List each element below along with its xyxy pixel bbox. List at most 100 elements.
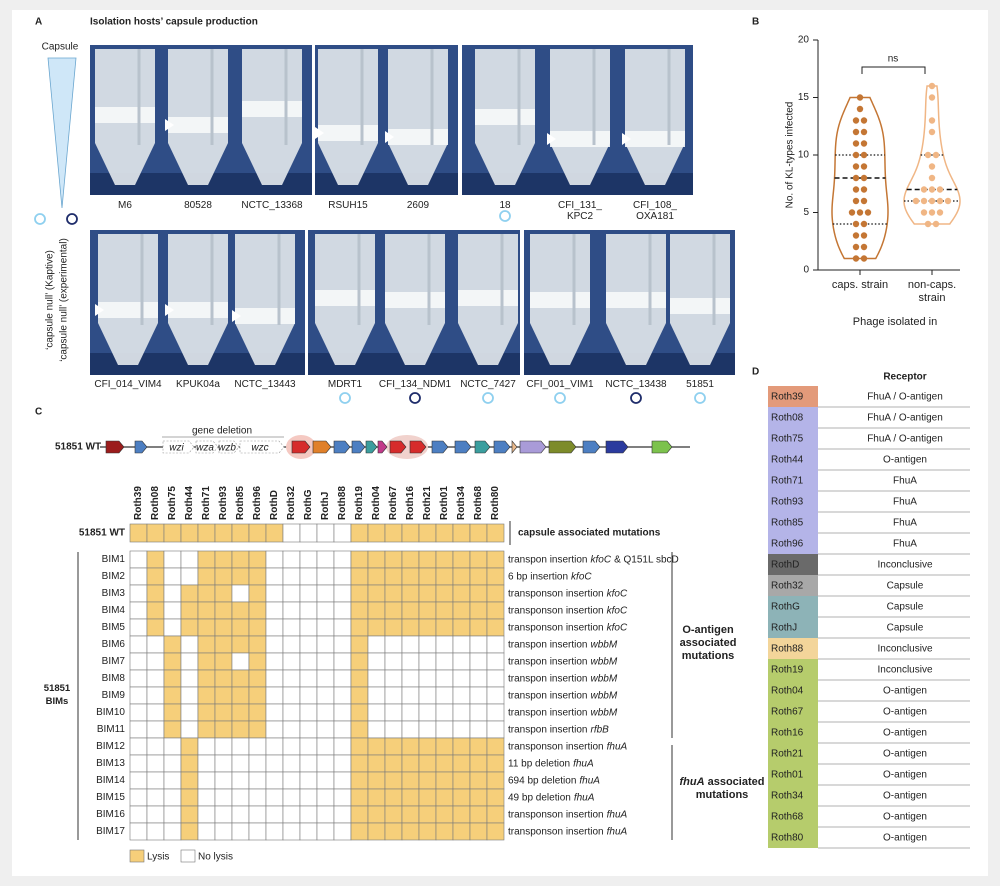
tube-cap-band <box>168 117 228 133</box>
lysis-cell <box>469 771 488 790</box>
lysis-cell <box>452 703 471 722</box>
receptor: Inconclusive <box>877 560 932 571</box>
row-label: 51851 WT <box>79 528 125 539</box>
lysis-cell <box>197 788 216 807</box>
y-tick-label: 20 <box>798 35 810 46</box>
lysis-cell <box>163 822 182 841</box>
phage-cell <box>768 386 818 407</box>
lysis-cell <box>316 550 335 569</box>
lysis-cell <box>282 788 301 807</box>
lysis-cell <box>214 737 233 756</box>
lysis-cell <box>197 635 216 654</box>
row-label: BIM9 <box>102 690 126 701</box>
data-point <box>928 209 936 216</box>
lysis-cell <box>333 567 352 586</box>
lysis-cell <box>282 652 301 671</box>
tube-label: KPUK04a <box>176 379 220 390</box>
data-point <box>852 117 860 124</box>
null-marker <box>499 210 511 222</box>
lysis-cell <box>384 584 403 603</box>
mutation-type: transponson insertion <box>508 826 604 837</box>
tube-label-line: OXA181 <box>636 211 674 222</box>
lysis-cell <box>146 523 165 543</box>
lysis-cell <box>367 788 386 807</box>
lysis-cell <box>418 635 437 654</box>
lysis-cell <box>350 686 369 705</box>
lysis-cell <box>231 550 250 569</box>
lysis-cell <box>129 652 148 671</box>
lysis-cell <box>299 754 318 773</box>
lysis-cell <box>282 805 301 824</box>
lysis-cell <box>401 822 420 841</box>
legend-circle <box>66 213 78 225</box>
data-point <box>944 197 952 205</box>
column-header: Roth08 <box>150 486 161 520</box>
lysis-cell <box>163 652 182 671</box>
mutation-gene: kfoC <box>607 605 628 616</box>
lysis-cell <box>350 805 369 824</box>
lysis-cell <box>435 788 454 807</box>
lysis-cell <box>299 618 318 637</box>
lysis-cell <box>265 788 284 807</box>
lysis-cell <box>401 618 420 637</box>
lysis-cell <box>316 737 335 756</box>
mutation: transpon insertion wbbM <box>508 639 618 650</box>
row-label: BIM5 <box>102 622 126 633</box>
legend-text: ‘capsule null’ (Kaptive) <box>45 250 56 350</box>
tube-cap-band <box>385 292 445 308</box>
mutation-gene: rfbB <box>591 724 610 735</box>
lysis-cell <box>146 771 165 790</box>
lysis-cell <box>197 805 216 824</box>
lysis-cell <box>435 523 454 543</box>
data-point <box>860 243 868 251</box>
lysis-cell <box>129 550 148 569</box>
lysis-cell <box>214 686 233 705</box>
lysis-cell <box>418 567 437 586</box>
lysis-cell <box>129 601 148 620</box>
data-point <box>860 220 868 228</box>
mutation-gene: fhuA <box>607 741 628 752</box>
lysis-cell <box>299 669 318 688</box>
lysis-cell <box>452 635 471 654</box>
gene <box>389 440 407 454</box>
lysis-cell <box>231 601 250 620</box>
lysis-cell <box>401 523 420 543</box>
phage-cell <box>768 638 818 659</box>
lysis-cell <box>486 601 505 620</box>
lysis-cell <box>333 669 352 688</box>
lysis-cell <box>435 584 454 603</box>
lysis-cell <box>367 805 386 824</box>
lysis-cell <box>316 635 335 654</box>
mutation-gene: fhuA <box>579 775 600 786</box>
lysis-cell <box>316 771 335 790</box>
lysis-cell <box>316 754 335 773</box>
lysis-cell <box>469 703 488 722</box>
lysis-cell <box>452 550 471 569</box>
receptor: O-antigen <box>883 833 927 844</box>
lysis-cell <box>129 720 148 739</box>
phage-name: Roth44 <box>771 455 804 466</box>
legend-text: Lysis <box>147 852 169 863</box>
column-header: Roth71 <box>201 486 212 520</box>
data-point <box>936 186 944 193</box>
group-gene: fhuA <box>679 776 705 788</box>
lysis-cell <box>129 737 148 756</box>
lysis-cell <box>418 822 437 841</box>
lysis-cell <box>129 771 148 790</box>
lysis-cell <box>299 720 318 739</box>
lysis-cell <box>469 754 488 773</box>
lysis-cell <box>299 737 318 756</box>
phage-name: Roth32 <box>771 581 804 592</box>
lysis-cell <box>146 805 165 824</box>
data-point <box>852 220 860 228</box>
mutation-type: transponson insertion <box>508 605 604 616</box>
lysis-cell <box>418 601 437 620</box>
lysis-cell <box>350 822 369 841</box>
receptor: Capsule <box>887 602 924 613</box>
gene <box>218 440 240 454</box>
data-point <box>928 117 936 124</box>
mutation-gene: kfoC <box>571 571 592 582</box>
gene <box>377 440 388 454</box>
phage-cell <box>768 785 818 806</box>
receptor: FhuA / O-antigen <box>867 392 943 403</box>
